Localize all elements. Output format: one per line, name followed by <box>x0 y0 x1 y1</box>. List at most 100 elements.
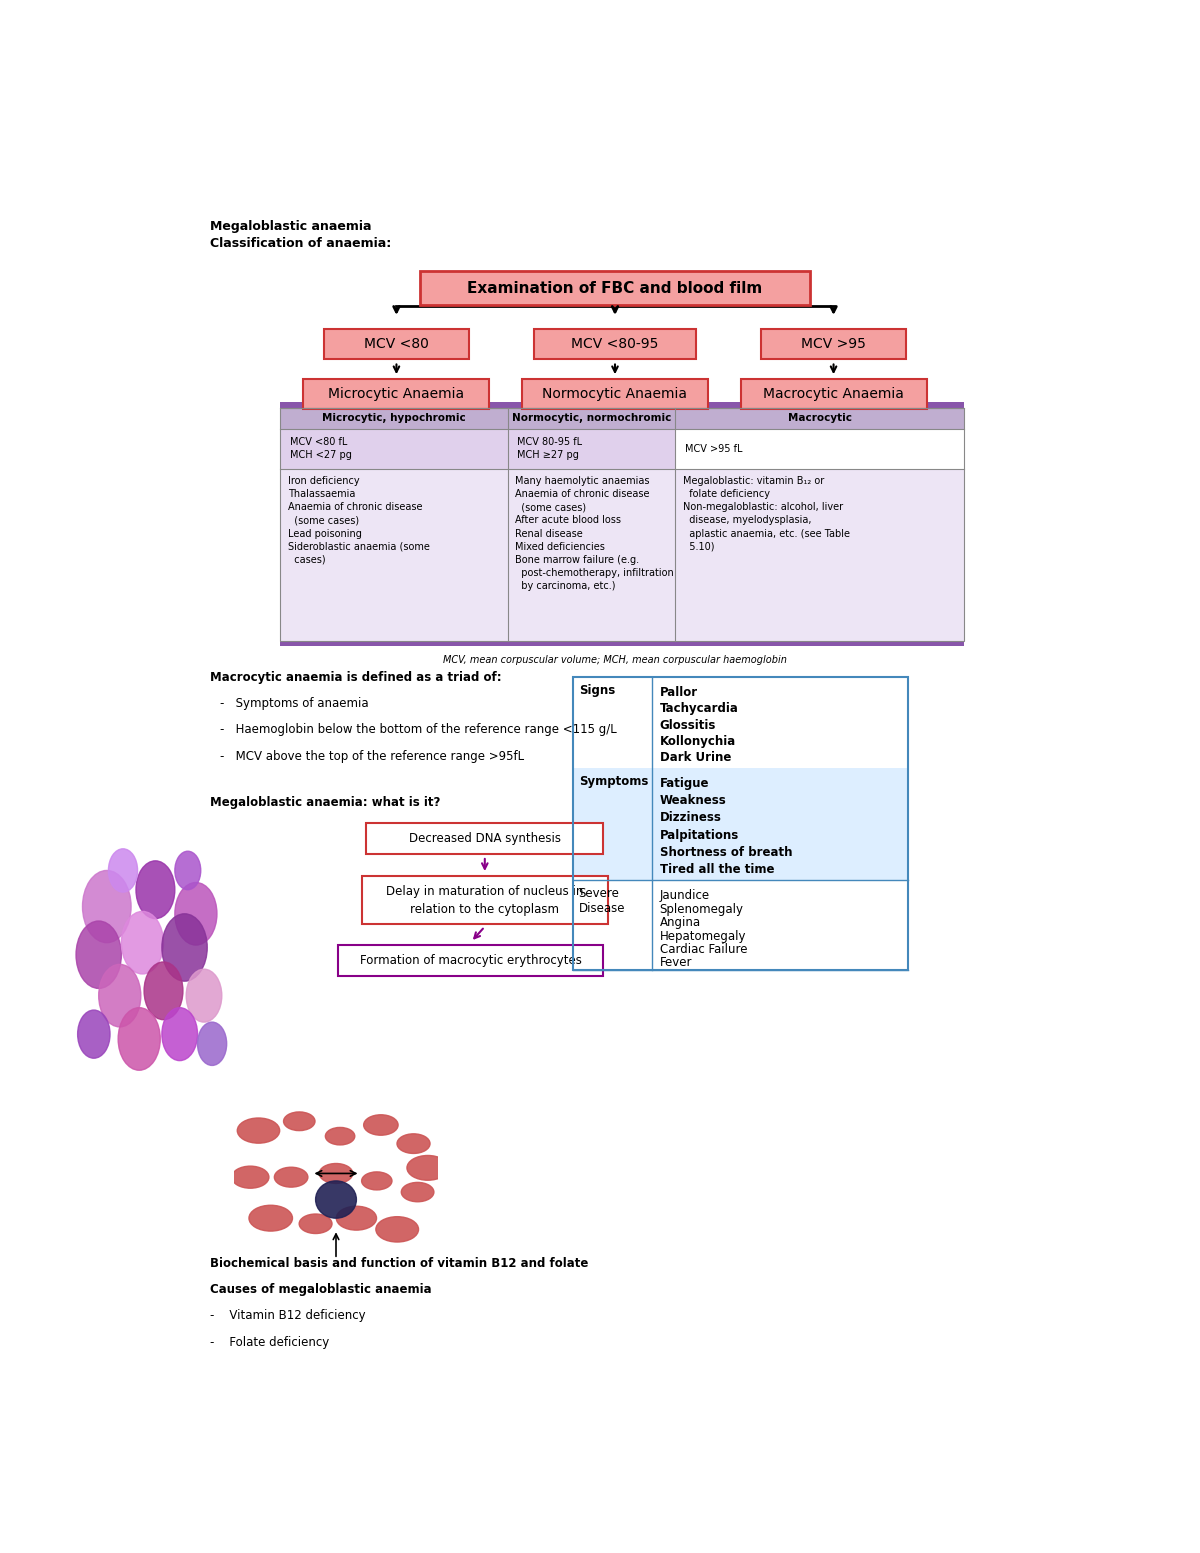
Text: Decreased DNA synthesis: Decreased DNA synthesis <box>409 831 560 845</box>
Text: Kollonychia: Kollonychia <box>660 735 736 749</box>
FancyBboxPatch shape <box>522 379 708 410</box>
Text: Tired all the time: Tired all the time <box>660 863 774 876</box>
Ellipse shape <box>397 1134 430 1154</box>
Text: Megaloblastic anaemia: what is it?: Megaloblastic anaemia: what is it? <box>210 797 440 809</box>
Ellipse shape <box>361 1173 392 1190</box>
Text: MCV >95: MCV >95 <box>802 337 866 351</box>
Text: Weakness: Weakness <box>660 794 726 808</box>
Circle shape <box>76 921 121 988</box>
Text: Normocytic, normochromic: Normocytic, normochromic <box>512 413 672 424</box>
Ellipse shape <box>364 1115 398 1135</box>
Bar <box>574 767 908 881</box>
FancyBboxPatch shape <box>361 876 608 924</box>
Text: Tachycardia: Tachycardia <box>660 702 738 716</box>
Bar <box>574 881 908 969</box>
Circle shape <box>108 849 138 891</box>
FancyBboxPatch shape <box>366 823 604 854</box>
Text: Angina: Angina <box>660 916 701 929</box>
Text: -    Vitamin B12 deficiency: - Vitamin B12 deficiency <box>210 1309 366 1322</box>
Circle shape <box>78 1009 110 1058</box>
Ellipse shape <box>407 1155 449 1180</box>
Text: Jaundice: Jaundice <box>660 890 709 902</box>
Text: MCV <80-95: MCV <80-95 <box>571 337 659 351</box>
Text: Symptoms: Symptoms <box>578 775 648 787</box>
Bar <box>281 429 964 469</box>
Text: Biochemical basis and function of vitamin B12 and folate: Biochemical basis and function of vitami… <box>210 1256 589 1270</box>
Ellipse shape <box>275 1168 308 1186</box>
Text: Delay in maturation of nucleus in
relation to the cytoplasm: Delay in maturation of nucleus in relati… <box>386 885 583 916</box>
FancyBboxPatch shape <box>420 272 810 304</box>
Text: MCV <80 fL
MCH <27 pg: MCV <80 fL MCH <27 pg <box>289 438 352 460</box>
Text: MCV, mean corpuscular volume; MCH, mean corpuscular haemoglobin: MCV, mean corpuscular volume; MCH, mean … <box>443 655 787 665</box>
Text: Signs: Signs <box>578 683 614 697</box>
Text: Microcytic, hypochromic: Microcytic, hypochromic <box>323 413 466 424</box>
Text: Normocytic Anaemia: Normocytic Anaemia <box>542 387 688 401</box>
Circle shape <box>175 851 200 890</box>
Ellipse shape <box>248 1205 293 1232</box>
Text: Cardiac Failure: Cardiac Failure <box>660 943 748 957</box>
Text: -   Symptoms of anaemia: - Symptoms of anaemia <box>220 697 368 710</box>
Ellipse shape <box>319 1163 353 1183</box>
Text: MCV <80: MCV <80 <box>364 337 428 351</box>
Text: Splenomegaly: Splenomegaly <box>660 902 744 916</box>
Text: Macrocytic anaemia is defined as a triad of:: Macrocytic anaemia is defined as a triad… <box>210 671 502 683</box>
FancyBboxPatch shape <box>338 944 604 975</box>
Text: Fever: Fever <box>660 957 692 969</box>
Circle shape <box>316 1180 356 1218</box>
Text: Iron deficiency
Thalassaemia
Anaemia of chronic disease
  (some cases)
Lead pois: Iron deficiency Thalassaemia Anaemia of … <box>288 475 430 565</box>
FancyBboxPatch shape <box>740 379 926 410</box>
Ellipse shape <box>325 1127 355 1145</box>
Ellipse shape <box>238 1118 280 1143</box>
Text: Megaloblastic anaemia: Megaloblastic anaemia <box>210 221 372 233</box>
Circle shape <box>98 964 140 1027</box>
Text: Macrocytic: Macrocytic <box>787 413 852 424</box>
Bar <box>676 429 964 469</box>
Circle shape <box>162 913 208 981</box>
Text: Examination of FBC and blood film: Examination of FBC and blood film <box>467 281 763 295</box>
Text: Pallor: Pallor <box>660 686 697 699</box>
Bar <box>574 677 908 767</box>
Text: Fatigue: Fatigue <box>660 776 709 790</box>
Text: Glossitis: Glossitis <box>660 719 716 731</box>
FancyBboxPatch shape <box>762 329 906 359</box>
Text: Classification of anaemia:: Classification of anaemia: <box>210 236 391 250</box>
Bar <box>281 407 964 641</box>
Text: Many haemolytic anaemias
Anaemia of chronic disease
  (some cases)
After acute b: Many haemolytic anaemias Anaemia of chro… <box>516 475 674 592</box>
Bar <box>574 677 908 969</box>
Text: -   Haemoglobin below the bottom of the reference range <115 g/L: - Haemoglobin below the bottom of the re… <box>220 724 617 736</box>
Text: MCV >95 fL: MCV >95 fL <box>685 444 743 453</box>
FancyBboxPatch shape <box>534 329 696 359</box>
Circle shape <box>198 1022 227 1065</box>
Text: Microcytic Anaemia: Microcytic Anaemia <box>329 387 464 401</box>
Ellipse shape <box>336 1207 377 1230</box>
Text: Dark Urine: Dark Urine <box>660 752 731 764</box>
Ellipse shape <box>232 1166 269 1188</box>
Text: Dizziness: Dizziness <box>660 811 721 825</box>
Bar <box>281 402 964 407</box>
Bar <box>281 641 964 646</box>
Text: -   MCV above the top of the reference range >95fL: - MCV above the top of the reference ran… <box>220 750 524 763</box>
Circle shape <box>121 912 163 974</box>
Ellipse shape <box>283 1112 316 1131</box>
Circle shape <box>136 860 175 919</box>
Text: MCV 80-95 fL
MCH ≥27 pg: MCV 80-95 fL MCH ≥27 pg <box>517 438 582 460</box>
Text: Palpitations: Palpitations <box>660 828 739 842</box>
Text: Formation of macrocytic erythrocytes: Formation of macrocytic erythrocytes <box>360 954 582 966</box>
Bar <box>281 407 964 429</box>
Circle shape <box>186 969 222 1022</box>
Ellipse shape <box>401 1182 434 1202</box>
Text: Severe
Disease: Severe Disease <box>578 887 625 915</box>
Circle shape <box>175 882 217 946</box>
FancyBboxPatch shape <box>304 379 490 410</box>
Circle shape <box>118 1008 161 1070</box>
Text: Macrocytic Anaemia: Macrocytic Anaemia <box>763 387 904 401</box>
Text: Megaloblastic: vitamin B₁₂ or
  folate deficiency
Non-megaloblastic: alcohol, li: Megaloblastic: vitamin B₁₂ or folate def… <box>683 475 850 551</box>
Text: Hepatomegaly: Hepatomegaly <box>660 930 746 943</box>
FancyBboxPatch shape <box>324 329 468 359</box>
Text: Shortness of breath: Shortness of breath <box>660 846 792 859</box>
Circle shape <box>83 870 131 943</box>
Circle shape <box>144 961 182 1020</box>
Bar <box>281 469 964 641</box>
Ellipse shape <box>376 1216 419 1242</box>
Text: -    Folate deficiency: - Folate deficiency <box>210 1336 330 1348</box>
